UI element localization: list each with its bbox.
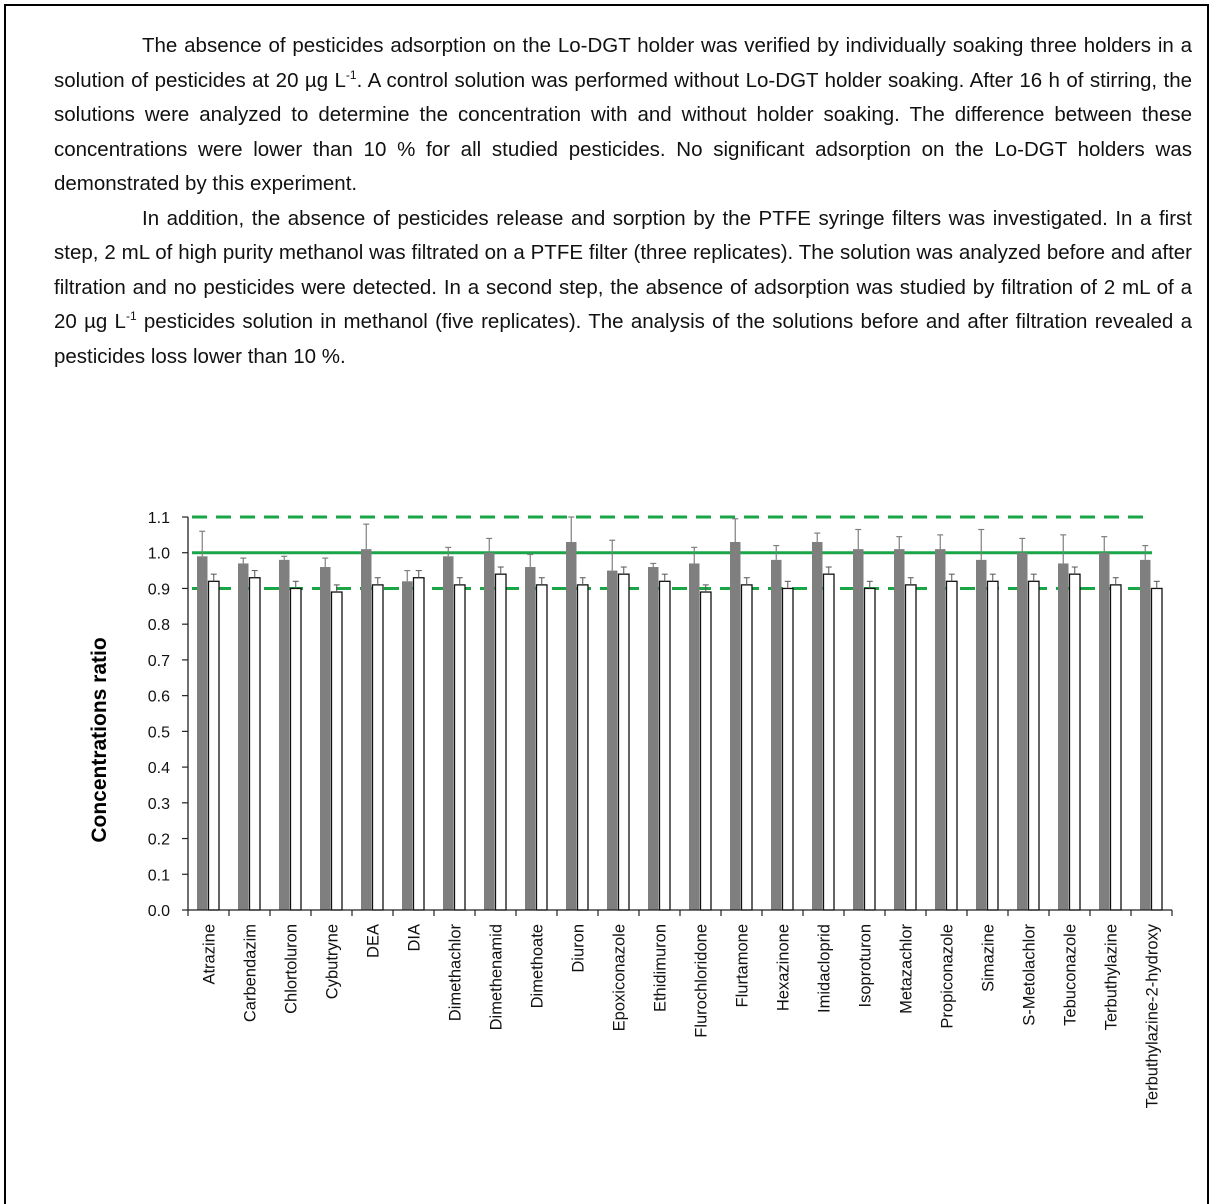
bar-series1-Terbuthylazine <box>1099 552 1110 910</box>
bar-chart: Concentrations ratio Atrazine Carbendazim… <box>88 510 1173 1108</box>
x-tick-label-Metazachlor: Metazachlor <box>898 923 916 1013</box>
x-tick-label-Epoxiconazole: Epoxiconazole <box>611 924 629 1031</box>
bar-series2-Imidacloprid <box>822 573 835 911</box>
bar-series1-DEA <box>361 549 372 910</box>
bar-series1-Propiconazole <box>935 549 946 910</box>
x-tick-label-Terbuthylazine-2-hydroxy: Terbuthylazine-2-hydroxy <box>1144 923 1162 1108</box>
y-tick-label-0.3: 0.3 <box>148 796 170 813</box>
bar-series2-Dimethoate <box>535 584 548 911</box>
y-axis-label: Concentrations ratio <box>88 637 111 842</box>
x-tick-label-Tebuconazole: Tebuconazole <box>1062 924 1080 1026</box>
bar-series1-Flurtamone <box>730 542 741 910</box>
bar-series2-Ethidimuron <box>658 580 671 911</box>
x-tick-label-Carbendazim: Carbendazim <box>242 924 260 1022</box>
x-tick-label-Imidacloprid: Imidacloprid <box>816 924 834 1013</box>
bar-series2-Atrazine <box>207 580 220 911</box>
bar-series2-Isoproturon <box>863 587 876 911</box>
page-frame <box>4 4 1209 1204</box>
bar-series1-Terbuthylazine-2-hydroxy <box>1140 559 1151 910</box>
bar-series2-Carbendazim <box>248 577 261 911</box>
body-text: The absence of pesticides adsorption on … <box>54 29 1192 374</box>
bar-series1-Imidacloprid <box>812 542 823 910</box>
y-tick-label-0.8: 0.8 <box>148 617 170 634</box>
x-tick-label-Diuron: Diuron <box>570 924 588 973</box>
bar-series2-Tebuconazole <box>1068 573 1081 911</box>
x-tick-label-Cybutryne: Cybutryne <box>324 924 342 999</box>
bar-series2-Metazachlor <box>904 584 917 911</box>
y-tick-label-0.1: 0.1 <box>148 867 170 884</box>
y-tick-label-0.9: 0.9 <box>148 581 170 598</box>
superscript-unit: -1 <box>345 67 357 82</box>
x-tick-label-Atrazine: Atrazine <box>201 924 219 985</box>
x-tick-label-Chlortoluron: Chlortoluron <box>283 924 301 1014</box>
bar-series1-Epoxiconazole <box>607 570 618 910</box>
x-tick-label-DIA: DIA <box>406 924 424 952</box>
paragraph-1-part-1: The absence of pesticides adsorption on … <box>54 34 1192 92</box>
bar-series1-Dimethenamid <box>484 552 495 910</box>
x-tick-label-Dimethenamid: Dimethenamid <box>488 924 506 1030</box>
paragraph-1: The absence of pesticides adsorption on … <box>54 29 1192 202</box>
bar-series2-Hexazinone <box>781 587 794 911</box>
y-tick-label-1.1: 1.1 <box>148 510 170 527</box>
bar-series2-Dimethachlor <box>453 584 466 911</box>
bar-series2-Cybutryne <box>330 591 343 911</box>
bar-series1-Carbendazim <box>238 563 249 910</box>
x-tick-label-Simazine: Simazine <box>980 924 998 992</box>
bar-series1-Isoproturon <box>853 549 864 910</box>
bar-series1-Tebuconazole <box>1058 563 1069 910</box>
bar-series2-DEA <box>371 584 384 911</box>
paragraph-2-part-2: pesticides solution in methanol (five re… <box>54 310 1193 368</box>
x-tick-label-Dimethoate: Dimethoate <box>529 924 547 1008</box>
x-tick-label-Flurtamone: Flurtamone <box>734 924 752 1007</box>
y-tick-label-0.0: 0.0 <box>148 903 170 920</box>
bar-series2-Terbuthylazine-2-hydroxy <box>1150 587 1163 911</box>
bar-series2-Propiconazole <box>945 580 958 911</box>
paragraph-1-part-2: . A control solution was performed witho… <box>54 68 1192 196</box>
bar-series1-DIA <box>402 581 413 910</box>
y-tick-label-0.4: 0.4 <box>148 760 170 777</box>
x-tick-label-Flurochloridone: Flurochloridone <box>693 924 711 1038</box>
bar-series1-S-Metolachlor <box>1017 552 1028 910</box>
bar-series1-Cybutryne <box>320 567 331 910</box>
y-tick-label-1.0: 1.0 <box>148 546 170 563</box>
bar-series2-Flurochloridone <box>699 591 712 911</box>
figure: Concentrations ratio Atrazine Carbendazim… <box>0 480 1213 1185</box>
x-tick-label-Isoproturon: Isoproturon <box>857 924 875 1007</box>
bar-series1-Dimethachlor <box>443 556 454 910</box>
paragraph-2-part-1: In addition, the absence of pesticides r… <box>54 206 1192 334</box>
y-tick-label-0.5: 0.5 <box>148 724 170 741</box>
x-tick-label-Dimethachlor: Dimethachlor <box>447 924 465 1022</box>
bar-series2-Terbuthylazine <box>1109 584 1122 911</box>
bar-series2-Diuron <box>576 584 589 911</box>
x-tick-label-S-Metolachlor: S-Metolachlor <box>1021 924 1039 1026</box>
bar-series2-Chlortoluron <box>289 587 302 911</box>
bar-series1-Chlortoluron <box>279 559 290 910</box>
y-tick-label-0.2: 0.2 <box>148 832 170 849</box>
x-tick-label-DEA: DEA <box>365 924 383 958</box>
bar-series2-DIA <box>412 577 425 911</box>
bar-series1-Dimethoate <box>525 567 536 910</box>
superscript-unit: -1 <box>125 309 137 323</box>
bar-series1-Flurochloridone <box>689 563 700 910</box>
bar-series1-Hexazinone <box>771 559 782 910</box>
bar-series1-Ethidimuron <box>648 567 659 910</box>
bar-series1-Atrazine <box>197 556 208 910</box>
bar-series2-Dimethenamid <box>494 573 507 911</box>
bar-series1-Metazachlor <box>894 549 905 910</box>
bar-series1-Diuron <box>566 542 577 910</box>
bar-series2-S-Metolachlor <box>1027 580 1040 911</box>
y-tick-label-0.7: 0.7 <box>148 653 170 670</box>
bar-series2-Epoxiconazole <box>617 573 630 911</box>
x-tick-label-Ethidimuron: Ethidimuron <box>652 924 670 1012</box>
x-tick-label-Hexazinone: Hexazinone <box>775 924 793 1011</box>
x-tick-label-Terbuthylazine: Terbuthylazine <box>1103 924 1121 1030</box>
y-tick-label-0.6: 0.6 <box>148 689 170 706</box>
bar-series1-Simazine <box>976 559 987 910</box>
paragraph-2: In addition, the absence of pesticides r… <box>54 202 1192 375</box>
x-tick-label-Propiconazole: Propiconazole <box>939 924 957 1029</box>
bar-series2-Simazine <box>986 580 999 911</box>
bar-series2-Flurtamone <box>740 584 753 911</box>
